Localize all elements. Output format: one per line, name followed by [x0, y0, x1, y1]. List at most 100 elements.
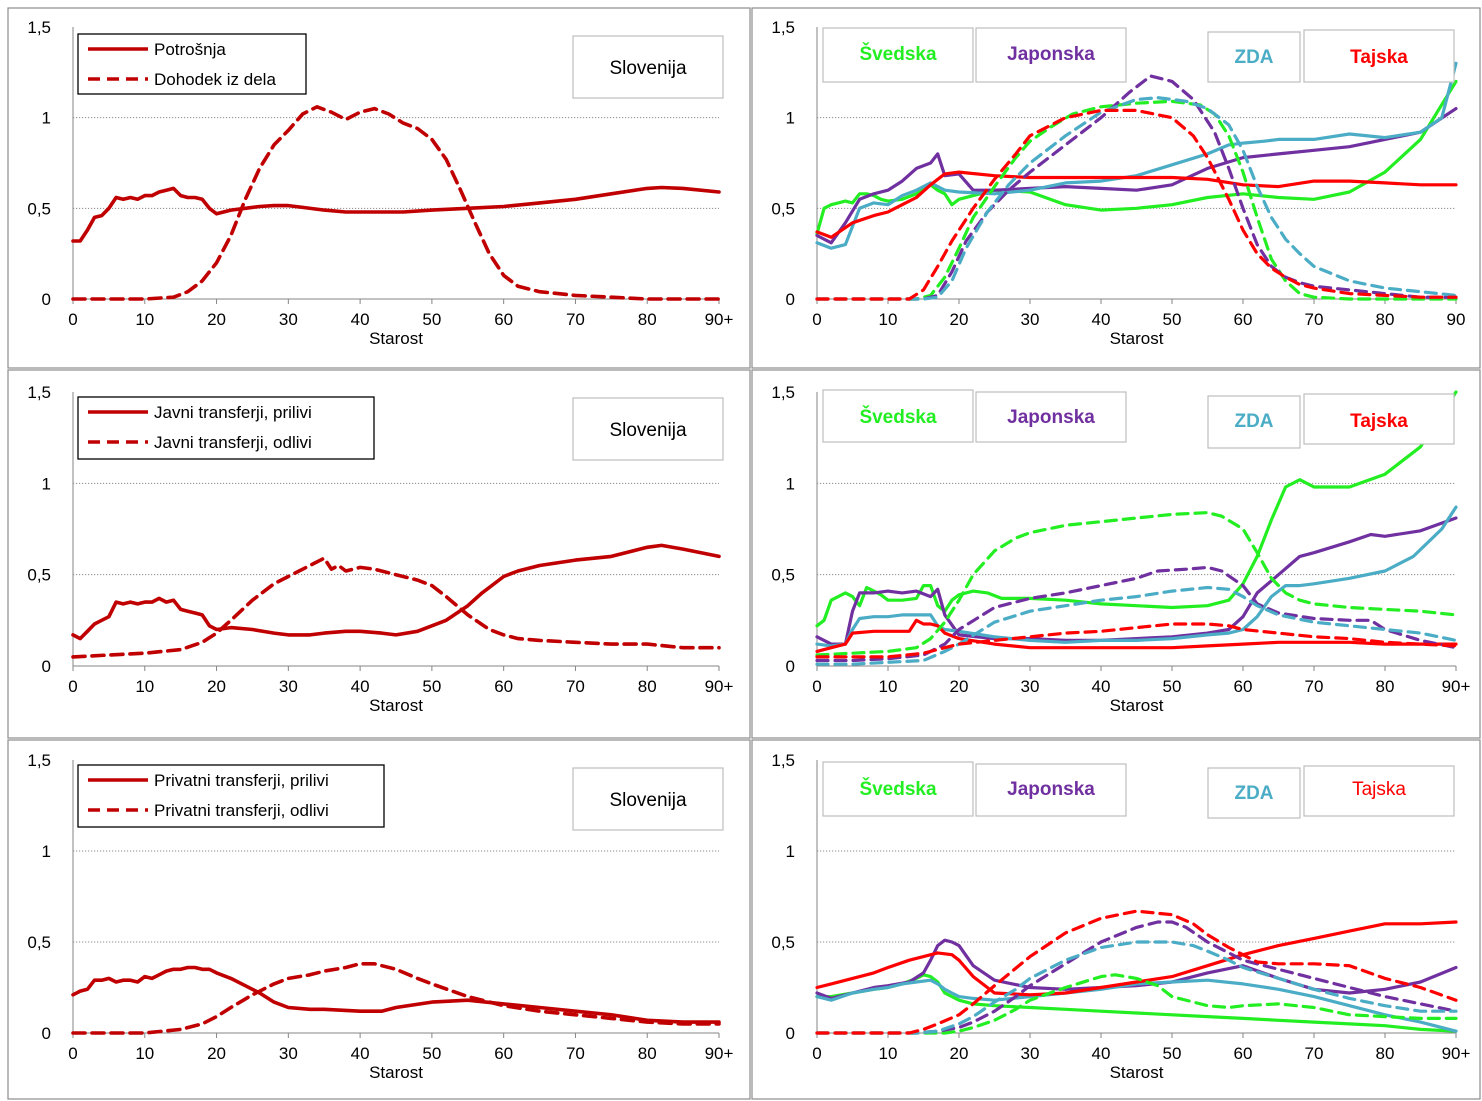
series-line-dashed-1 [71, 556, 721, 659]
x-tick-label: 90+ [705, 677, 734, 696]
country-tag-label: Japonska [1007, 779, 1095, 800]
country-tag-box [822, 761, 974, 817]
series-line-solid-0 [71, 965, 721, 1024]
x-tick-label: 50 [422, 310, 441, 329]
series-line-solid-1 [815, 516, 1458, 646]
y-tick-label: 1 [42, 109, 51, 128]
x-tick-label: 30 [1021, 677, 1040, 696]
y-tick-label: 0 [42, 290, 51, 309]
series-line-dashed-7 [815, 909, 1458, 1035]
x-tick-label: 20 [950, 677, 969, 696]
country-tag-box [1303, 29, 1455, 83]
series-line-dashed-4 [815, 511, 1458, 657]
x-axis-title: Starost [1110, 1063, 1164, 1082]
x-tick-label: 0 [68, 677, 77, 696]
y-tick-label: 1,5 [27, 751, 51, 770]
y-tick-label: 1,5 [771, 18, 795, 37]
chart-panel-slovenija-consumption-labor: 0 0,5 1 1,5 0 10 20 30 40 50 60 70 80 90+ Starost Potro… [7, 7, 751, 369]
x-tick-label: 30 [279, 1044, 298, 1063]
x-tick-label: 10 [135, 1044, 154, 1063]
legend-label: Potrošnja [154, 40, 226, 59]
series-line-solid-3 [815, 920, 1458, 997]
series-line-solid-0 [815, 390, 1458, 628]
series-line-solid-2 [815, 978, 1458, 1033]
country-tag-box [822, 389, 974, 443]
series-line-solid-3 [815, 618, 1458, 653]
y-tick-label: 1 [786, 842, 795, 861]
country-tag-label: ZDA [1234, 783, 1273, 804]
x-tick-label: 10 [879, 310, 898, 329]
x-tick-label: 30 [279, 677, 298, 696]
legend: Privatni transferji, prilivi Privatni tra… [77, 764, 385, 828]
x-axis-title: Starost [369, 696, 423, 715]
x-tick-label: 90+ [1442, 1044, 1471, 1063]
x-tick-label: 70 [566, 677, 585, 696]
country-tag-label: Japonska [1007, 44, 1095, 65]
x-tick-label: 50 [1163, 677, 1182, 696]
y-tick-label: 0 [42, 657, 51, 676]
x-tick-label: 70 [566, 1044, 585, 1063]
y-tick-label: 0 [786, 1024, 795, 1043]
x-tick-label: 20 [950, 1044, 969, 1063]
x-tick-label: 90 [1447, 310, 1466, 329]
y-tick-label: 1,5 [27, 383, 51, 402]
series-line-dashed-1 [71, 105, 721, 301]
legend-box [77, 764, 385, 828]
y-tick-label: 1,5 [771, 383, 795, 402]
x-tick-label: 30 [1021, 310, 1040, 329]
legend-label: Privatni transferji, prilivi [154, 771, 329, 790]
x-tick-label: 40 [1092, 1044, 1111, 1063]
y-tick-label: 1 [786, 109, 795, 128]
chart-panel-slovenija-public-transfers: 0 0,5 1 1,5 0 10 20 30 40 50 60 70 80 90+ Starost Javni… [7, 369, 751, 739]
x-tick-label: 20 [207, 677, 226, 696]
country-tag-box [1207, 395, 1301, 449]
series-line-dashed-5 [815, 920, 1458, 1035]
x-tick-label: 10 [879, 677, 898, 696]
series-line-solid-0 [71, 543, 721, 641]
x-tick-label: 0 [812, 1044, 821, 1063]
x-tick-label: 80 [638, 677, 657, 696]
country-tag-label: Slovenija [609, 58, 687, 79]
x-axis-title: Starost [369, 329, 423, 348]
y-tick-label: 1 [42, 842, 51, 861]
x-tick-label: 40 [351, 677, 370, 696]
legend-box [77, 396, 375, 460]
x-tick-label: 0 [812, 310, 821, 329]
y-tick-label: 0 [42, 1024, 51, 1043]
y-tick-label: 0,5 [27, 199, 51, 218]
x-tick-label: 80 [638, 310, 657, 329]
x-tick-label: 70 [1305, 677, 1324, 696]
x-tick-label: 50 [1163, 310, 1182, 329]
series-line-dashed-1 [71, 962, 721, 1035]
series-line-dashed-5 [815, 565, 1458, 663]
series-line-solid-1 [815, 107, 1458, 245]
x-tick-label: 60 [494, 1044, 513, 1063]
x-tick-label: 70 [566, 310, 585, 329]
series-line-dashed-4 [815, 973, 1458, 1035]
x-tick-label: 40 [351, 1044, 370, 1063]
series-line-solid-0 [71, 185, 721, 243]
x-tick-label: 0 [68, 310, 77, 329]
series-line-dashed-7 [815, 108, 1458, 301]
x-tick-label: 90+ [705, 310, 734, 329]
x-tick-label: 20 [207, 310, 226, 329]
y-tick-label: 1,5 [27, 18, 51, 37]
x-tick-label: 40 [1092, 677, 1111, 696]
x-tick-label: 70 [1305, 1044, 1324, 1063]
legend-box [77, 33, 307, 95]
x-tick-label: 30 [279, 310, 298, 329]
series-line-dashed-7 [815, 622, 1458, 659]
series-line-solid-2 [815, 505, 1458, 648]
y-tick-label: 0,5 [27, 933, 51, 952]
country-tag-box [975, 391, 1127, 443]
country-tag-label: Švedska [859, 43, 937, 65]
y-tick-label: 1 [786, 474, 795, 493]
country-tag-box [1207, 767, 1301, 819]
series-line-solid-2 [815, 61, 1458, 250]
legend: Potrošnja Dohodek iz dela [77, 33, 307, 95]
x-tick-label: 60 [494, 310, 513, 329]
legend-label: Javni transferji, prilivi [154, 403, 312, 422]
x-tick-label: 40 [1092, 310, 1111, 329]
country-tag-box [572, 397, 724, 461]
x-tick-label: 0 [812, 677, 821, 696]
